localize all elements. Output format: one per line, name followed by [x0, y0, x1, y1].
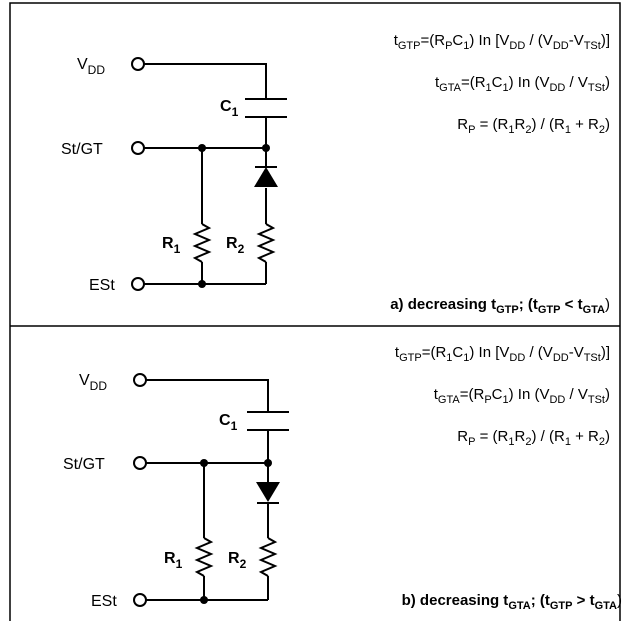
panel-a-junction-dot — [198, 280, 206, 288]
panel-b-vdd-label: VDD — [79, 372, 107, 393]
panel-b-symbols — [133, 373, 280, 607]
panel-a-c1-label: C1 — [220, 98, 239, 119]
panel-b-c1-label: C1 — [219, 412, 238, 433]
panel-a-r1-zigzag — [192, 223, 212, 263]
panel-a-equation-tgtp: tGTP=(RPC1) In [VDD / (VDD-VTSt)] — [394, 32, 610, 52]
panel-b-r1-zigzag — [194, 537, 214, 577]
panel-b-junction-dot — [200, 459, 208, 467]
panel-b-caption: b) decreasing tGTA; (tGTP > tGTA) — [402, 592, 622, 612]
panel-a-stgt-terminal — [131, 141, 145, 155]
panel-a-equation-rp: RP = (R1R2) / (R1 + R2) — [457, 116, 610, 136]
panel-a-r2-zigzag — [256, 223, 276, 263]
panel-b-equation-tgtp: tGTP=(R1C1) In [VDD / (VDD-VTSt)] — [395, 344, 610, 364]
panel-b-r2-label: R2 — [228, 550, 247, 571]
panel-b-junction-dot — [200, 596, 208, 604]
panel-b-est-label: ESt — [91, 593, 117, 610]
panel-a-vdd-terminal — [131, 57, 145, 71]
panel-b-r1-label: R1 — [164, 550, 183, 571]
panel-a-est-terminal — [131, 277, 145, 291]
panel-b-junction-dot — [264, 459, 272, 467]
panel-b-r2-zigzag — [258, 537, 278, 577]
panel-b-stgt-terminal — [133, 456, 147, 470]
panel-a-circuit — [144, 63, 287, 285]
panel-b-diode-triangle — [256, 482, 280, 502]
panel-b-equation-tgta: tGTA=(RPC1) In (VDD / VTSt) — [434, 386, 610, 406]
panel-a-stgt-label: St/GT — [61, 141, 103, 158]
figure-frame — [9, 2, 621, 621]
panel-a-junction-dot — [262, 144, 270, 152]
panel-b-stgt-label: St/GT — [63, 456, 105, 473]
panel-a-r1-label: R1 — [162, 235, 181, 256]
panel-a-vdd-label: VDD — [77, 56, 105, 77]
panel-b-circuit — [146, 379, 289, 601]
panel-a-r2-label: R2 — [226, 235, 245, 256]
panel-a-est-label: ESt — [89, 277, 115, 294]
panel-a-symbols — [131, 57, 278, 291]
panel-a-diode-triangle — [254, 167, 278, 187]
panel-a-caption: a) decreasing tGTP; (tGTP < tGTA) — [390, 296, 610, 316]
panel-b-vdd-terminal — [133, 373, 147, 387]
panel-a-junction-dot — [198, 144, 206, 152]
panel-b-est-terminal — [133, 593, 147, 607]
panel-a-equation-tgta: tGTA=(R1C1) In (VDD / VTSt) — [435, 74, 610, 94]
panel-b-equation-rp: RP = (R1R2) / (R1 + R2) — [457, 428, 610, 448]
